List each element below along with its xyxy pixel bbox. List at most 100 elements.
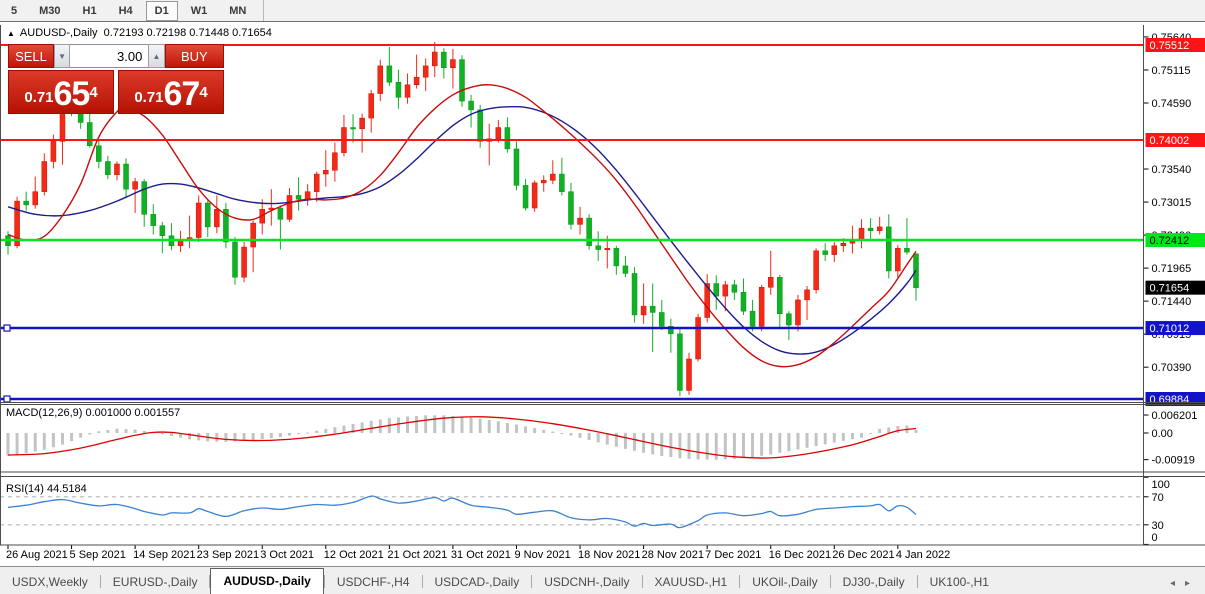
moving-average-lines: [7, 84, 917, 368]
horizontal-level-lines: [0, 44, 1156, 403]
svg-text:21 Oct 2021: 21 Oct 2021: [387, 549, 447, 561]
chart-tab-dj30-daily[interactable]: DJ30-,Daily: [842, 575, 905, 589]
symbol-name: AUDUSD-,Daily: [19, 27, 98, 39]
hline-drag-handle[interactable]: [3, 395, 11, 403]
chart-tab-usdchf-h4[interactable]: USDCHF-,H4: [336, 575, 410, 589]
chart-tab-xauusd-h1[interactable]: XAUUSD-,H1: [654, 575, 728, 589]
svg-text:0.71440: 0.71440: [1152, 296, 1192, 308]
tab-separator: [829, 575, 831, 588]
macd-indicator-label: MACD(12,26,9) 0.001000 0.001557: [6, 407, 181, 419]
volume-input[interactable]: [70, 44, 149, 68]
svg-text:0.74002: 0.74002: [1150, 135, 1190, 147]
timeframe-button-w1[interactable]: W1: [190, 4, 208, 17]
timeframe-button-mn[interactable]: MN: [229, 4, 247, 17]
rsi-indicator-label: RSI(14) 44.5184: [6, 483, 87, 495]
svg-text:31 Oct 2021: 31 Oct 2021: [451, 549, 511, 561]
svg-text:0.70390: 0.70390: [1152, 362, 1192, 374]
svg-text:0.71965: 0.71965: [1152, 263, 1192, 275]
tab-scroll-left-icon[interactable]: ◂: [1169, 578, 1175, 589]
svg-text:0.72412: 0.72412: [1150, 235, 1190, 247]
svg-text:16 Dec 2021: 16 Dec 2021: [769, 549, 831, 561]
buy-price-prefix: 0.71: [134, 89, 164, 106]
chart-tab-ukoil-daily[interactable]: UKOil-,Daily: [752, 575, 818, 589]
svg-text:23 Sep 2021: 23 Sep 2021: [197, 549, 259, 561]
volume-increase-button[interactable]: ▲: [148, 44, 165, 68]
tab-separator: [641, 575, 643, 588]
sell-price-prefix: 0.71: [24, 89, 54, 106]
tab-separator: [421, 575, 423, 588]
collapse-arrow-icon[interactable]: ▲: [7, 29, 15, 38]
svg-text:0.00: 0.00: [1152, 428, 1173, 440]
svg-text:3 Oct 2021: 3 Oct 2021: [260, 549, 314, 561]
chart-tab-usdx-weekly[interactable]: USDX,Weekly: [12, 575, 88, 589]
tab-separator: [99, 575, 101, 588]
svg-text:12 Oct 2021: 12 Oct 2021: [324, 549, 384, 561]
chart-symbol-title: ▲ AUDUSD-,Daily 0.72193 0.72198 0.71448 0…: [7, 27, 272, 39]
timeframe-toolbar: 5 M30 H1 H4 D1 W1 MN: [0, 0, 1205, 22]
buy-price-big: 67: [163, 75, 201, 113]
svg-text:0.71012: 0.71012: [1150, 323, 1190, 335]
chart-tab-eurusd-daily[interactable]: EURUSD-,Daily: [112, 575, 198, 589]
chart-tab-usdcnh-daily[interactable]: USDCNH-,Daily: [544, 575, 630, 589]
svg-text:0.74590: 0.74590: [1152, 98, 1192, 110]
svg-text:30: 30: [1152, 520, 1164, 532]
svg-text:0.71654: 0.71654: [1150, 283, 1190, 295]
sell-button[interactable]: SELL: [8, 44, 54, 68]
svg-text:100: 100: [1152, 479, 1170, 491]
hline-drag-handle[interactable]: [3, 324, 11, 332]
chart-canvas[interactable]: 0.756400.751150.745900.735400.730150.724…: [0, 22, 1205, 566]
toolbar-separator: [263, 0, 265, 21]
buy-price-pip: 4: [199, 84, 208, 101]
svg-text:4 Jan 2022: 4 Jan 2022: [896, 549, 950, 561]
chart-tab-usdcad-daily[interactable]: USDCAD-,Daily: [434, 575, 520, 589]
chart-area[interactable]: 0.756400.751150.745900.735400.730150.724…: [0, 22, 1205, 566]
symbol-ohlc-values: 0.72193 0.72198 0.71448 0.71654: [103, 27, 272, 39]
chart-tab-uk100-h1[interactable]: UK100-,H1: [929, 575, 989, 589]
sell-price-button[interactable]: 0.71 65 4: [8, 70, 114, 114]
svg-text:0.75512: 0.75512: [1150, 40, 1190, 52]
chevron-down-icon: ▼: [58, 51, 67, 61]
buy-button[interactable]: BUY: [164, 44, 225, 68]
tab-scroll-right-icon[interactable]: ▸: [1184, 578, 1190, 589]
svg-text:18 Nov 2021: 18 Nov 2021: [578, 549, 640, 561]
svg-text:28 Nov 2021: 28 Nov 2021: [642, 549, 704, 561]
svg-text:5 Sep 2021: 5 Sep 2021: [70, 549, 126, 561]
sell-price-pip: 4: [89, 84, 98, 101]
tab-separator: [323, 575, 325, 588]
price-axis-tags: 0.75512 0.74002 0.72412 0.71654 0.71012 0.698…: [1145, 38, 1205, 407]
svg-text:0.69884: 0.69884: [1150, 394, 1190, 406]
timeframe-button-d1[interactable]: D1: [145, 0, 178, 21]
macd-pane: 0.006201 0.00 -0.00919: [6, 410, 1198, 467]
volume-decrease-button[interactable]: ▼: [53, 44, 71, 68]
svg-text:0.73540: 0.73540: [1152, 164, 1192, 176]
chart-tab-bar: USDX,Weekly EURUSD-,Daily AUDUSD-,Daily USD…: [0, 566, 1205, 594]
tab-separator: [209, 575, 211, 588]
buy-price-button[interactable]: 0.71 67 4: [118, 70, 224, 114]
pane-borders: [0, 25, 1205, 546]
svg-text:26 Aug 2021: 26 Aug 2021: [6, 549, 68, 561]
svg-text:70: 70: [1152, 492, 1164, 504]
svg-text:7 Dec 2021: 7 Dec 2021: [705, 549, 761, 561]
timeframe-button-m30[interactable]: M30: [39, 4, 61, 17]
timeframe-button-h1[interactable]: H1: [82, 4, 97, 17]
date-axis: 26 Aug 2021 5 Sep 2021 14 Sep 2021 23 Sep 2…: [6, 545, 950, 561]
timeframe-button-5[interactable]: 5: [11, 4, 18, 17]
chevron-up-icon: ▲: [152, 51, 161, 61]
svg-text:0: 0: [1152, 532, 1158, 544]
svg-text:26 Dec 2021: 26 Dec 2021: [832, 549, 894, 561]
tab-separator: [916, 575, 918, 588]
svg-text:9 Nov 2021: 9 Nov 2021: [514, 549, 570, 561]
tab-separator: [739, 575, 741, 588]
svg-text:14 Sep 2021: 14 Sep 2021: [133, 549, 195, 561]
svg-text:0.006201: 0.006201: [1152, 410, 1198, 422]
tab-separator: [531, 575, 533, 588]
svg-text:-0.00919: -0.00919: [1152, 455, 1195, 467]
sell-price-big: 65: [53, 75, 91, 113]
timeframe-button-h4[interactable]: H4: [118, 4, 133, 17]
svg-text:0.73015: 0.73015: [1152, 197, 1192, 209]
svg-text:0.75115: 0.75115: [1152, 65, 1191, 77]
chart-tab-audusd-daily[interactable]: AUDUSD-,Daily: [210, 568, 324, 594]
